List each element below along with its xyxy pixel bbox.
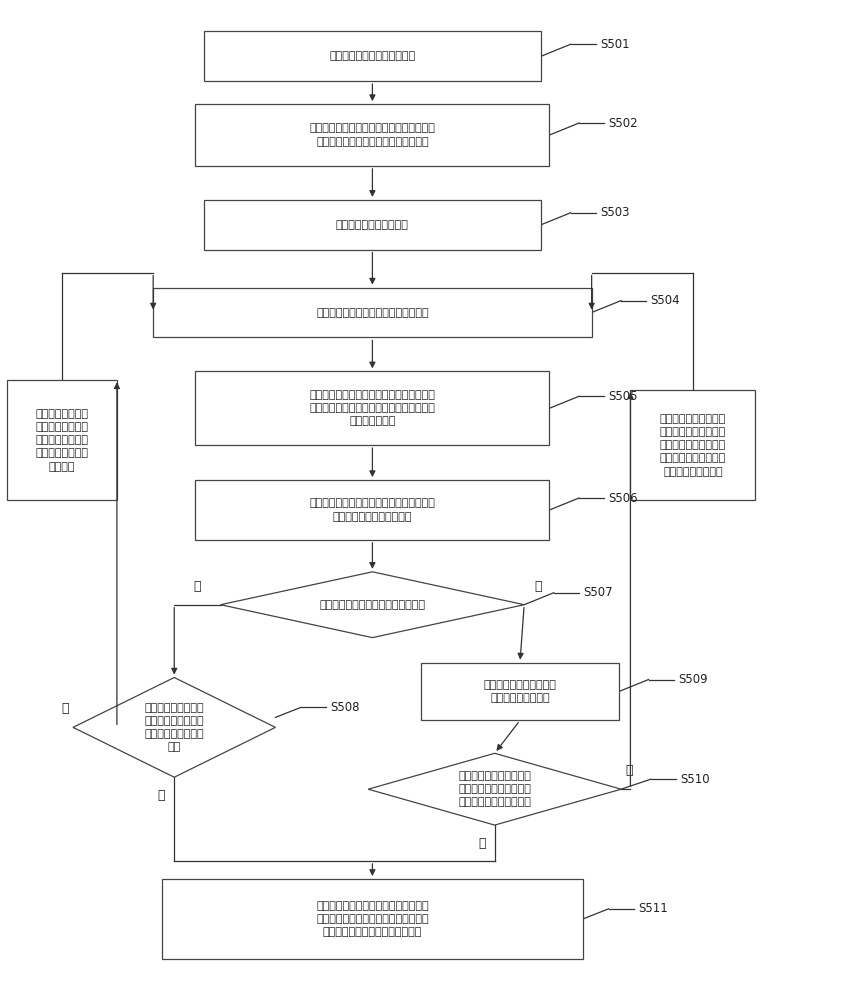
- FancyBboxPatch shape: [195, 371, 550, 445]
- Text: 否: 否: [625, 764, 633, 777]
- Text: S504: S504: [651, 294, 680, 307]
- Text: S509: S509: [678, 673, 708, 686]
- FancyBboxPatch shape: [204, 31, 541, 81]
- Text: 直接跳过当前重建
行，进行下一行的
反投影过程，直至
遍历当前重建切片
的所有行: 直接跳过当前重建 行，进行下一行的 反投影过程，直至 遍历当前重建切片 的所有行: [36, 409, 89, 472]
- Text: 则获取当前重建行的上一次的重建数据
，将当前投影数据累加至所述上一次的
重建数据中，生成更新的重建数据: 则获取当前重建行的上一次的重建数据 ，将当前投影数据累加至所述上一次的 重建数据…: [316, 901, 429, 937]
- Text: S501: S501: [600, 38, 629, 51]
- Text: S503: S503: [600, 206, 629, 219]
- Text: S508: S508: [330, 701, 360, 714]
- Text: S506: S506: [608, 492, 638, 505]
- Text: 判断重建切片的个数是否为两个以上: 判断重建切片的个数是否为两个以上: [320, 600, 426, 610]
- Text: 是: 是: [535, 580, 541, 593]
- Text: S511: S511: [638, 902, 667, 915]
- Text: S507: S507: [583, 586, 613, 599]
- FancyBboxPatch shape: [421, 663, 619, 720]
- Text: 否: 否: [194, 580, 201, 593]
- Text: 根据当前投影数据的帧序号、当前重建切片
的序号以及当前重建行的行号生成所述临界
数组的查找地址: 根据当前投影数据的帧序号、当前重建切片 的序号以及当前重建行的行号生成所述临界 …: [310, 390, 436, 426]
- Text: 获取当前重建切片的序号: 获取当前重建切片的序号: [336, 220, 409, 230]
- Text: 根据转换边界值逐行判断
当前重建切片的当前重建
行是否需要当前投影数据: 根据转换边界值逐行判断 当前重建切片的当前重建 行是否需要当前投影数据: [459, 771, 531, 807]
- Polygon shape: [73, 678, 276, 777]
- Text: 获取当前投影数据及其帧序号: 获取当前投影数据及其帧序号: [329, 51, 415, 61]
- Polygon shape: [221, 572, 525, 638]
- FancyBboxPatch shape: [204, 200, 541, 250]
- Text: 当前重建切片的当前重建
行对应的转换边界值: 当前重建切片的当前重建 行对应的转换边界值: [484, 680, 557, 703]
- Text: 是: 是: [158, 789, 165, 802]
- Text: 根据当前投影数据的帧序号判断当前投影数
据对重建切片的贡献度为部分贡献数据: 根据当前投影数据的帧序号判断当前投影数 据对重建切片的贡献度为部分贡献数据: [310, 123, 436, 147]
- Text: S502: S502: [608, 117, 638, 130]
- Text: 根据边界值逐行判断
重建切片的当前重建
行是否需要当前投影
数据: 根据边界值逐行判断 重建切片的当前重建 行是否需要当前投影 数据: [145, 703, 204, 752]
- FancyBboxPatch shape: [153, 288, 591, 337]
- FancyBboxPatch shape: [195, 480, 550, 540]
- Text: S510: S510: [680, 773, 710, 786]
- Text: 是: 是: [478, 837, 486, 850]
- Polygon shape: [368, 753, 621, 825]
- FancyBboxPatch shape: [162, 879, 583, 959]
- Text: 获取当前重建切片的当前重建行的行号: 获取当前重建切片的当前重建行的行号: [316, 308, 429, 318]
- FancyBboxPatch shape: [630, 390, 755, 500]
- Text: 根据查找地址从临界数组中获得与所述当前
重建行的行号对应的边界值: 根据查找地址从临界数组中获得与所述当前 重建行的行号对应的边界值: [310, 498, 436, 522]
- FancyBboxPatch shape: [195, 104, 550, 166]
- Text: S505: S505: [608, 390, 638, 403]
- Text: 否: 否: [62, 702, 69, 715]
- FancyBboxPatch shape: [8, 380, 117, 500]
- Text: 直接跳过当前重建行，
进行下一行的反投影过
程，直至遍历当前重建
切片的所有行之后继续
下一重建切片的重建: 直接跳过当前重建行， 进行下一行的反投影过 程，直至遍历当前重建 切片的所有行之…: [660, 414, 726, 477]
